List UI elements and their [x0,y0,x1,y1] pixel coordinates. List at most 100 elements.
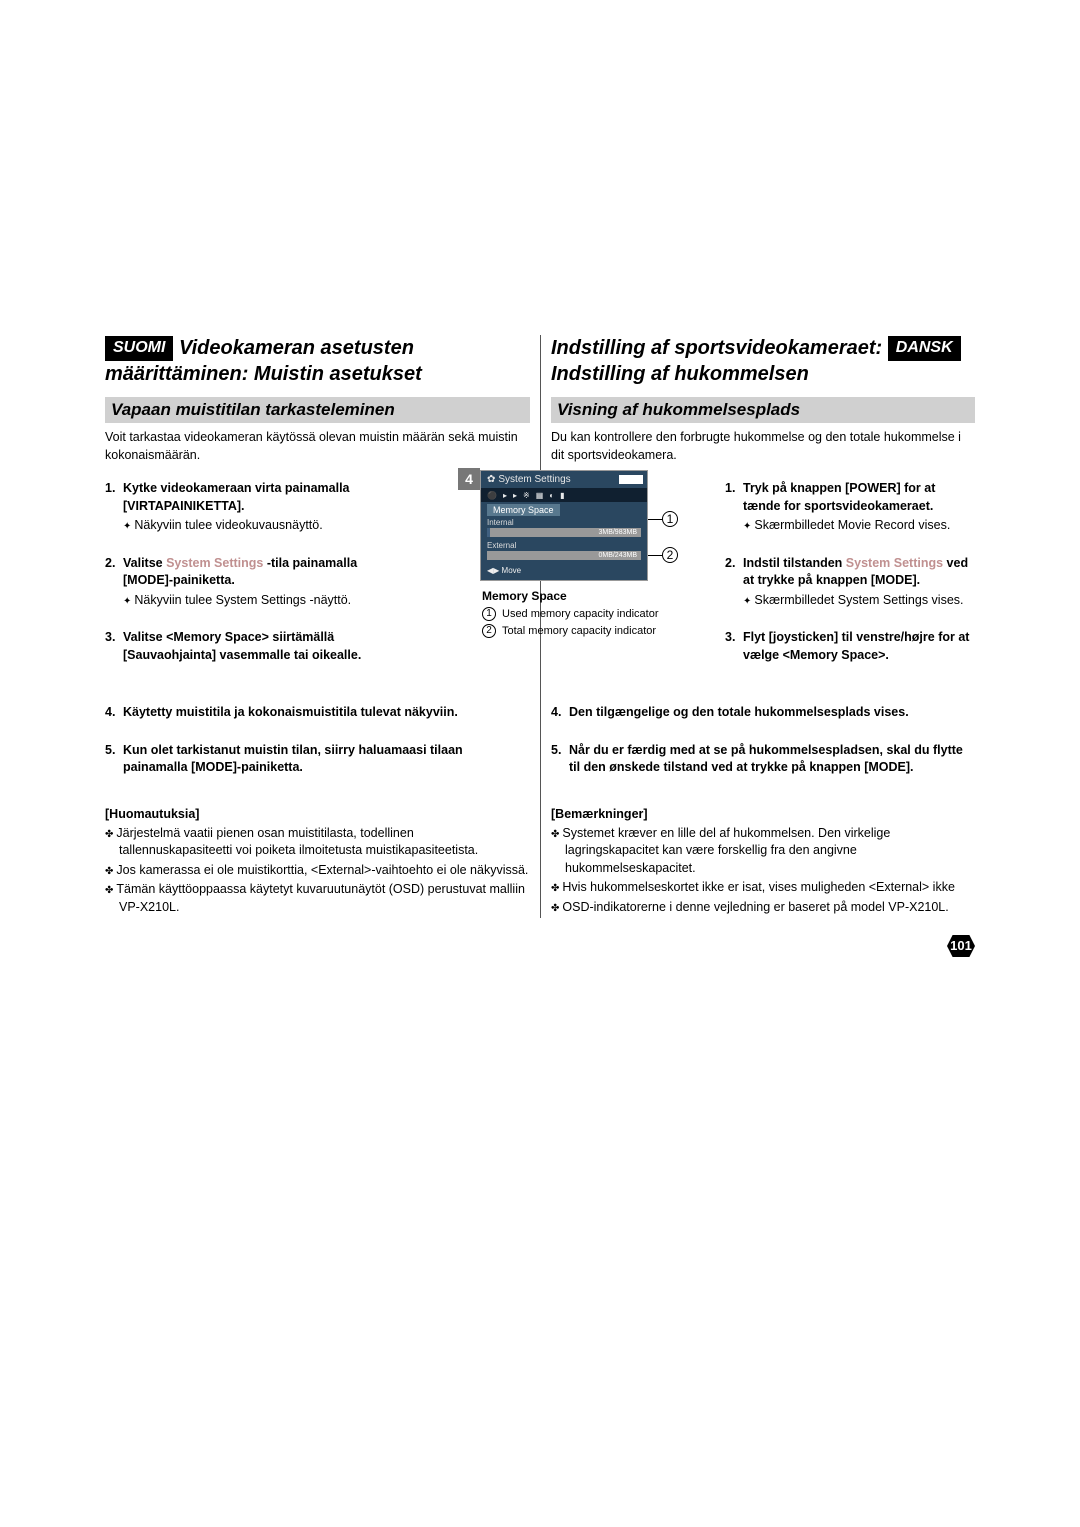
step-left-3: 3.Valitse <Memory Space> siirtämällä [Sa… [105,629,365,664]
step-left-5: 5.Kun olet tarkistanut muistin tilan, si… [105,742,530,777]
pointer-line-1 [648,519,662,520]
step-title: Når du er færdig med at se på hukommelse… [569,743,963,775]
internal-label: Internal [487,518,641,527]
lcd-section-badge: Memory Space [487,504,560,516]
lcd-title-text: System Settings [498,474,570,485]
step-num: 2. [725,555,743,573]
grid-icon: ▦ [536,491,544,500]
note-item: Jos kamerassa ei ole muistikorttia, <Ext… [105,862,530,880]
intro-right: Du kan kontrollere den forbrugte hukomme… [551,429,975,464]
step-right-5: 5.Når du er færdig med at se på hukommel… [551,742,975,777]
move-icon: ◀▶ [487,566,499,575]
steps-left-narrow: 1.Kytke videokameraan virta painamalla [… [105,480,365,664]
step-title: Flyt [joysticken] til venstre/højre for … [743,630,969,662]
internal-bar-fill [487,528,490,537]
step-title: Käytetty muistitila ja kokonaismuistitil… [123,705,458,719]
step-num: 4. [105,704,123,722]
external-label: External [487,541,641,550]
step-title: Kytke videokameraan virta painamalla [VI… [123,481,350,513]
lang-badge-dansk: DANSK [888,336,961,361]
step-title: Valitse <Memory Space> siirtämällä [Sauv… [123,630,361,662]
lcd-move-hint: ◀▶ Move [481,564,647,580]
gear-icon: ✿ [487,474,495,485]
note-item: Järjestelmä vaatii pienen osan muistitil… [105,825,530,860]
note-item: Systemet kræver en lille del af hukommel… [551,825,975,878]
column-finnish: SUOMI Videokameran asetusten määrittämin… [105,335,540,918]
step-num: 2. [105,555,123,573]
legend-row-2: 2 Total memory capacity indicator [480,624,670,638]
step-left-2: 2.Valitse System Settings -tila painamal… [105,555,365,610]
step-num: 1. [105,480,123,498]
pointer-2: 2 [662,547,678,563]
heading-right: Indstilling af sportsvideokameraet: DANS… [551,335,975,387]
step-title: Kun olet tarkistanut muistin tilan, siir… [123,743,463,775]
lang-badge-suomi: SUOMI [105,336,173,361]
lcd-step-badge: 4 [458,468,480,490]
legend-row-1: 1 Used memory capacity indicator [480,607,670,621]
heading-text2-right: Indstilling af hukommelsen [551,361,975,387]
step-sub: Skærmbilledet System Settings vises. [743,592,975,610]
photo-icon: ▸ [503,491,507,500]
note-item: Tämän käyttöoppaassa käytetyt kuvaruutun… [105,881,530,916]
legend-text-1: Used memory capacity indicator [502,608,659,620]
note-item: OSD-indikatorerne i denne vejledning er … [551,899,975,917]
settings-icon: ※ [523,491,530,500]
step-title: Den tilgængelige og den totale hukommels… [569,705,909,719]
notes-list-left: Järjestelmä vaatii pienen osan muistitil… [105,825,530,917]
card-icon: ▮ [560,491,564,500]
lcd-icon-row: ⚫ ▸ ▸ ※ ▦ ◐ ▮ [481,488,647,502]
step-left-4: 4.Käytetty muistitila ja kokonaismuistit… [105,704,530,722]
step-right-1: 1.Tryk på knappen [POWER] for at tænde f… [725,480,975,535]
sub-heading-left: Vapaan muistitilan tarkasteleminen [105,397,530,423]
sub-heading-right: Visning af hukommelsesplads [551,397,975,423]
step-num: 4. [551,704,569,722]
heading-text1-left: Videokameran asetusten [179,337,414,359]
step-sub: Skærmbilledet Movie Record vises. [743,517,975,535]
legend-title: Memory Space [482,589,670,603]
page-number-badge: 101 [947,935,975,957]
step-pre: Indstil tilstanden [743,556,846,570]
step-right-4: 4.Den tilgængelige og den totale hukomme… [551,704,975,722]
steps-right-narrow: 1.Tryk på knappen [POWER] for at tænde f… [725,480,975,664]
step-right-3: 3.Flyt [joysticken] til venstre/højre fo… [725,629,975,664]
video-icon: ⚫ [487,491,497,500]
lcd-internal-block: Internal 3MB/983MB External 0MB/243MB [481,516,647,560]
step-sub: Näkyviin tulee System Settings -näyttö. [123,592,365,610]
notes-title-left: [Huomautuksia] [105,807,530,821]
step-num: 5. [105,742,123,760]
mp3-icon: ▸ [513,491,517,500]
lcd-wrap: 4 ✿System Settings ⚫ ▸ ▸ ※ ▦ ◐ ▮ Memory … [480,470,670,581]
step-num: 5. [551,742,569,760]
step-num: 3. [725,629,743,647]
pointer-1: 1 [662,511,678,527]
step-num: 3. [105,629,123,647]
step-pre: Valitse [123,556,166,570]
pointer-line-2 [648,555,662,556]
note-item: Hvis hukommelseskortet ikke er isat, vis… [551,879,975,897]
battery-icon [619,475,643,484]
legend-num-1: 1 [482,607,496,621]
step-sub: Näkyviin tulee videokuvausnäyttö. [123,517,365,535]
heading-text1-right: Indstilling af sportsvideokameraet: [551,337,882,359]
heading-text2-left: määrittäminen: Muistin asetukset [105,361,530,387]
lcd-screen: ✿System Settings ⚫ ▸ ▸ ※ ▦ ◐ ▮ Memory Sp… [480,470,648,581]
step-link: System Settings [166,556,263,570]
intro-left: Voit tarkastaa videokameran käytössä ole… [105,429,530,464]
heading-left: SUOMI Videokameran asetusten määrittämin… [105,335,530,387]
move-label: Move [502,566,522,575]
legend-num-2: 2 [482,624,496,638]
legend-text-2: Total memory capacity indicator [502,625,656,637]
step-num: 1. [725,480,743,498]
step-right-2: 2.Indstil tilstanden System Settings ved… [725,555,975,610]
clock-icon: ◐ [549,491,554,500]
step-link: System Settings [846,556,943,570]
notes-title-right: [Bemærkninger] [551,807,975,821]
step-title: Tryk på knappen [POWER] for at tænde for… [743,481,935,513]
internal-bar: 3MB/983MB [487,528,641,537]
notes-list-right: Systemet kræver en lille del af hukommel… [551,825,975,917]
external-bar: 0MB/243MB [487,551,641,560]
lcd-and-legend: 4 ✿System Settings ⚫ ▸ ▸ ※ ▦ ◐ ▮ Memory … [480,470,670,641]
step-left-1: 1.Kytke videokameraan virta painamalla [… [105,480,365,535]
internal-bar-text: 3MB/983MB [598,529,637,536]
external-bar-text: 0MB/243MB [598,552,637,559]
